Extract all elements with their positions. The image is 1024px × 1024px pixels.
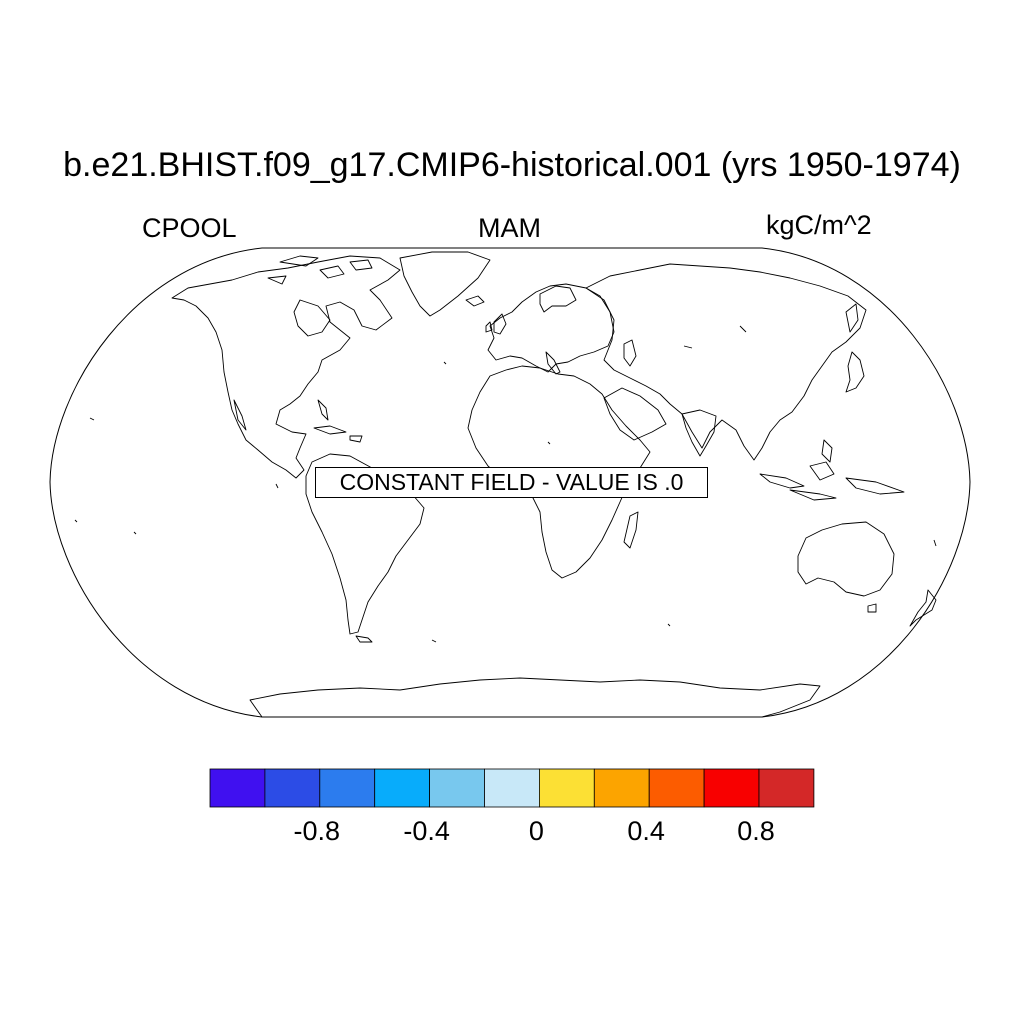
colorbar-box [484,768,540,808]
australia [797,521,895,597]
caspian [623,339,637,367]
constant-field-annotation: CONSTANT FIELD - VALUE IS .0 [315,467,708,498]
colorbar-box [593,768,650,808]
asia-coast [585,263,867,461]
cuba [313,425,347,435]
colorbar-box [648,768,705,808]
colorbar-box [264,768,321,808]
colorbar-box [703,768,760,808]
hispaniola [349,435,363,443]
tasmania [867,603,877,613]
iceland [465,295,485,307]
florida [317,399,329,421]
season-label: MAM [478,213,541,243]
japan [845,351,865,393]
colorbar-box [319,768,376,808]
indonesia [759,439,905,501]
colorbar-box [374,768,431,808]
kamchatka [845,303,859,333]
arabia [603,387,667,441]
colorbar-box [429,768,485,808]
colorbar-box [209,768,266,808]
tierra-del-fuego [355,635,373,643]
britain [485,313,507,335]
baja [233,399,247,431]
india [681,409,717,457]
plot-title: b.e21.BHIST.f09_g17.CMIP6-historical.001… [63,146,961,184]
madagascar [623,511,639,549]
colorbar-tick-label: 0 [528,816,544,846]
scandinavia [539,285,577,313]
units-label: kgC/m^2 [766,210,872,240]
small-islands [74,325,937,643]
colorbar-tick-label: 0.8 [737,816,775,846]
colorbar-box [539,768,595,808]
new-zealand [909,589,937,627]
arctic-islands [267,255,373,285]
colorbar-tick-label: -0.4 [403,816,450,846]
hudson-bay [293,299,331,337]
colorbar-boxes [209,768,815,808]
colorbar-tick-label: -0.8 [293,816,341,846]
antarctica [249,677,821,718]
italy [545,351,561,375]
colorbar-box [758,768,815,808]
greenland [399,251,491,317]
north-america-coast [171,255,401,479]
europe-coast [487,283,615,373]
colorbar-tick-label: 0.4 [627,816,665,846]
variable-label: CPOOL [142,213,237,243]
